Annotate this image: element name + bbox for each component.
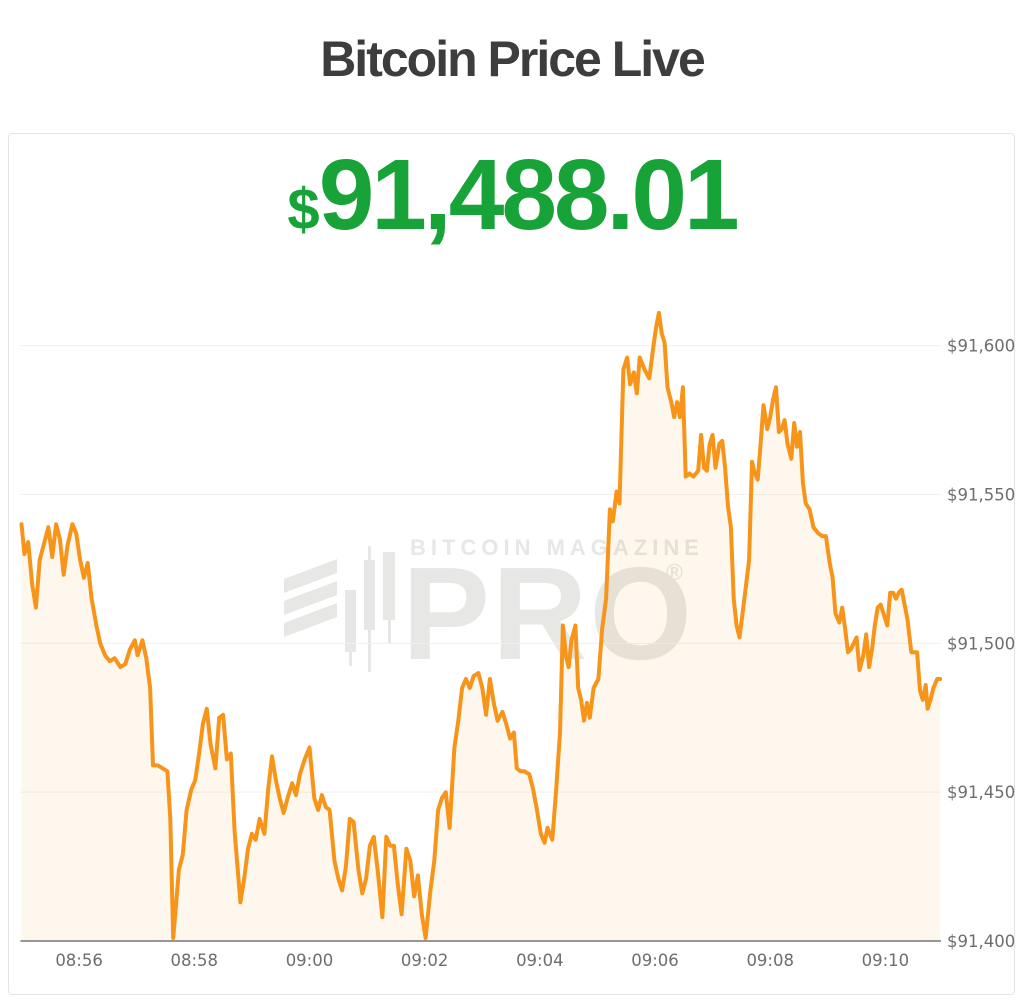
area-fill [21, 312, 941, 941]
x-axis-label: 08:58 [171, 951, 219, 970]
price-line [19, 310, 943, 940]
watermark-product-text: PRO [402, 540, 694, 687]
price-value: 91,488.01 [318, 139, 740, 251]
y-axis-label: $91,450 [947, 783, 1015, 802]
watermark-registered-icon: ® [666, 559, 683, 585]
live-price: $91,488.01 [0, 133, 1024, 263]
x-axis-label: 09:08 [746, 951, 794, 970]
watermark: BITCOIN MAGAZINE PRO ® [284, 535, 704, 687]
x-axis-label: 09:04 [516, 951, 564, 970]
x-axis-label: 09:00 [286, 951, 334, 970]
watermark-brand-text: BITCOIN MAGAZINE [410, 535, 704, 560]
y-axis-label: $91,600 [947, 337, 1015, 356]
price-chart[interactable]: BITCOIN MAGAZINE PRO ® $91,600$91,550$91… [8, 133, 1015, 995]
x-axis-label: 09:06 [631, 951, 679, 970]
page-title: Bitcoin Price Live [320, 31, 706, 87]
price-card [8, 133, 1015, 995]
bitcoin-magazine-pro-logo-icon [284, 546, 395, 672]
x-axis-label: 08:56 [55, 951, 103, 970]
y-axis-label: $91,400 [947, 932, 1015, 951]
y-axis-label: $91,550 [947, 485, 1015, 504]
x-axis-label: 09:10 [862, 951, 910, 970]
x-axis-label: 09:02 [401, 951, 449, 970]
currency-symbol: $ [287, 177, 319, 242]
y-axis-label: $91,500 [947, 634, 1015, 653]
chart-layers: $91,600 $91,550 $91,500 $91,450 $91,400 08:56… [19, 310, 1015, 970]
